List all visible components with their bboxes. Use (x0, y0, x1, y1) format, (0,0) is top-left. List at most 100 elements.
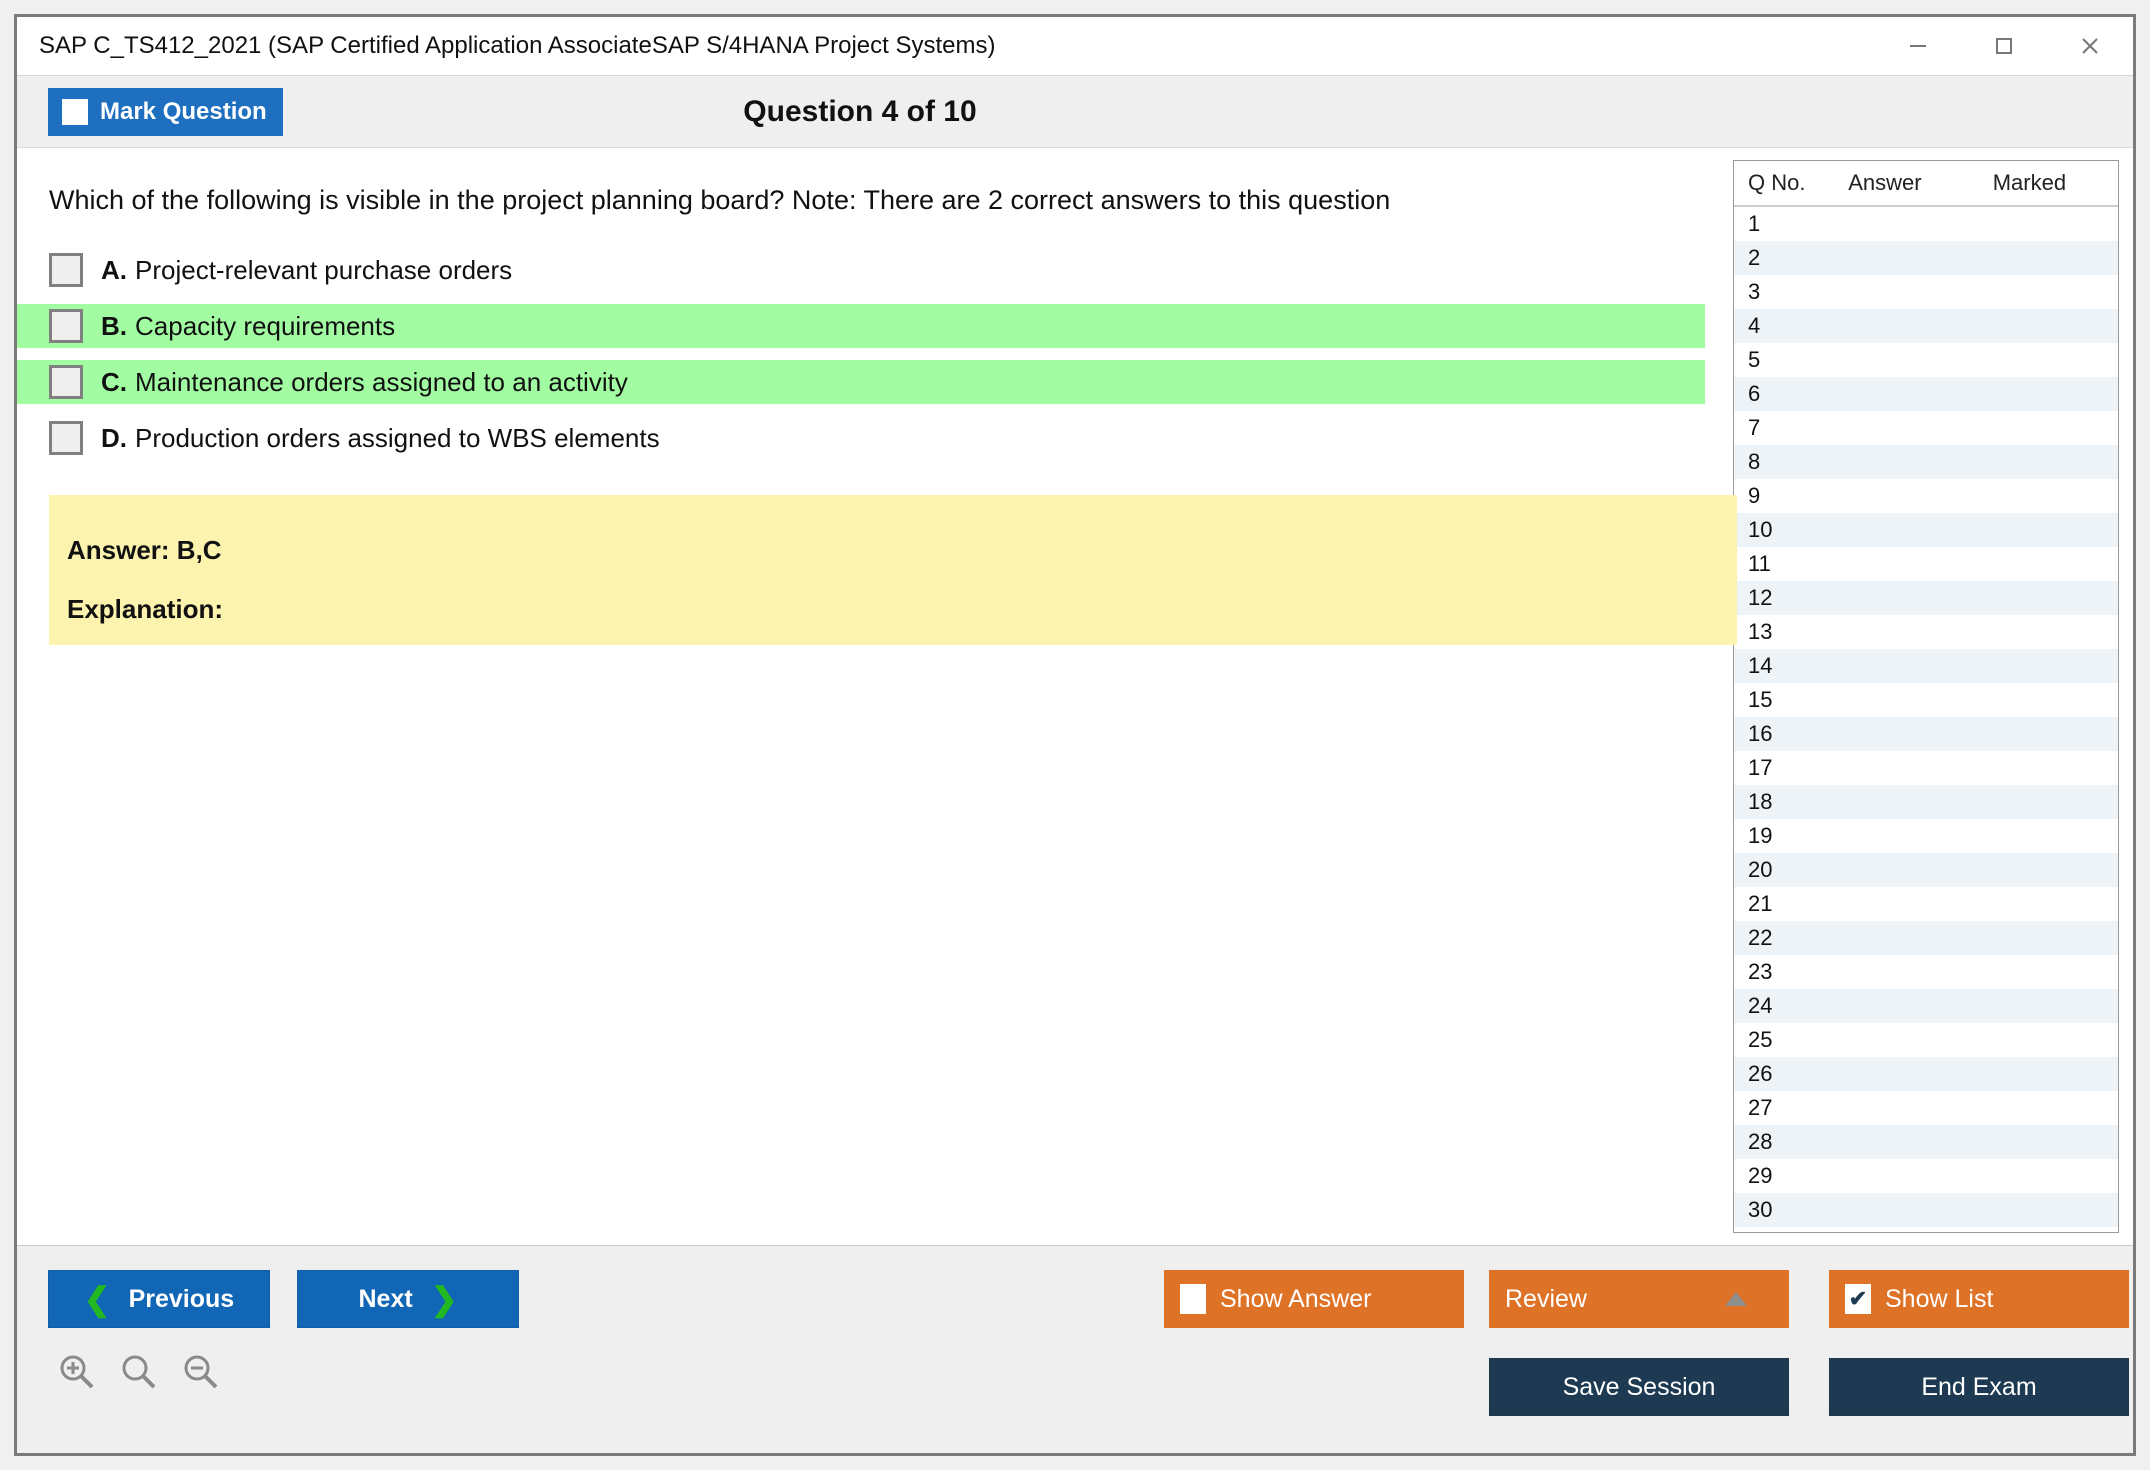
row-question-number: 29 (1748, 1163, 1773, 1188)
row-question-number: 16 (1748, 721, 1773, 746)
next-button[interactable]: Next ❯ (297, 1270, 519, 1328)
row-question-number: 27 (1748, 1095, 1773, 1120)
question-list-row[interactable]: 16 (1734, 717, 2118, 751)
mark-question-label: Mark Question (100, 97, 267, 125)
option-checkbox-c[interactable] (49, 365, 83, 400)
answer-explanation-box: Answer: B,C Explanation: (49, 495, 1737, 646)
question-list-rows: 1 2 3 4 5 6 7 8 9 10 11 12 13 14 15 16 17 18 19 20 21 22 23 24 2… (1734, 207, 2118, 1232)
row-question-number: 18 (1748, 789, 1773, 814)
previous-button[interactable]: ❮ Previous (48, 1270, 270, 1328)
window-controls (1875, 17, 2133, 75)
save-session-label: Save Session (1562, 1372, 1716, 1401)
question-list-row[interactable]: 28 (1734, 1125, 2118, 1159)
option-letter-d: D. (101, 422, 127, 453)
mark-question-button[interactable]: Mark Question (48, 87, 283, 136)
option-text-d: Production orders assigned to WBS elemen… (135, 422, 660, 453)
review-dropdown[interactable]: Review (1489, 1270, 1789, 1328)
footer-toolbar: ❮ Previous Next ❯ Show Answer Review ✔ S… (17, 1245, 2133, 1453)
question-list-row[interactable]: 18 (1734, 785, 2118, 819)
row-question-number: 12 (1748, 585, 1773, 610)
save-session-button[interactable]: Save Session (1489, 1358, 1789, 1416)
row-question-number: 19 (1748, 823, 1773, 848)
question-list-row[interactable]: 23 (1734, 955, 2118, 989)
question-list-row[interactable]: 29 (1734, 1159, 2118, 1193)
previous-label: Previous (128, 1284, 235, 1313)
show-list-button[interactable]: ✔ Show List (1829, 1270, 2129, 1328)
exam-window: SAP C_TS412_2021 (SAP Certified Applicat… (14, 14, 2136, 1456)
mark-question-checkbox[interactable] (62, 98, 88, 125)
question-text: Which of the following is visible in the… (49, 185, 1391, 215)
zoom-in-icon[interactable] (57, 1352, 97, 1397)
show-answer-button[interactable]: Show Answer (1164, 1270, 1464, 1328)
show-list-label: Show List (1885, 1284, 1994, 1313)
next-label: Next (358, 1284, 413, 1313)
question-list-panel: Q No. Answer Marked 1 2 3 4 5 6 7 8 9 10 11 12 13 14 1… (1733, 160, 2119, 1233)
question-list-row[interactable]: 25 (1734, 1023, 2118, 1057)
zoom-toolbar (57, 1352, 221, 1397)
question-list-row[interactable]: 7 (1734, 411, 2118, 445)
question-list-row[interactable]: 6 (1734, 377, 2118, 411)
question-list-row[interactable]: 14 (1734, 649, 2118, 683)
question-list-row[interactable]: 30 (1734, 1193, 2118, 1227)
question-list-row[interactable]: 21 (1734, 887, 2118, 921)
row-question-number: 26 (1748, 1061, 1773, 1086)
question-list-row[interactable]: 19 (1734, 819, 2118, 853)
question-list-row[interactable]: 26 (1734, 1057, 2118, 1091)
question-list-row[interactable]: 8 (1734, 445, 2118, 479)
question-list-body: 1 2 3 4 5 6 7 8 9 10 11 12 13 14 15 16 17 18 19 20 21 22 23 24 2… (1734, 207, 2118, 1232)
question-list-row[interactable]: 27 (1734, 1091, 2118, 1125)
question-counter: Question 4 of 10 (743, 94, 977, 128)
option-letter-c: C. (101, 366, 127, 397)
answer-options-list: A. Project-relevant purchase orders B. C… (17, 248, 1733, 460)
show-answer-checkbox[interactable] (1180, 1284, 1206, 1314)
option-text-a: Project-relevant purchase orders (135, 254, 513, 285)
option-text-c: Maintenance orders assigned to an activi… (135, 366, 628, 397)
question-list-row[interactable]: 20 (1734, 853, 2118, 887)
option-checkbox-d[interactable] (49, 421, 83, 456)
question-list-row[interactable]: 4 (1734, 309, 2118, 343)
show-list-checkbox[interactable]: ✔ (1845, 1284, 1871, 1314)
zoom-out-icon[interactable] (181, 1352, 221, 1397)
question-list-row[interactable]: 3 (1734, 275, 2118, 309)
row-question-number: 4 (1748, 313, 1761, 338)
row-question-number: 21 (1748, 891, 1773, 916)
question-list-row[interactable]: 9 (1734, 479, 2118, 513)
option-checkbox-a[interactable] (49, 253, 83, 288)
row-question-number: 14 (1748, 653, 1773, 678)
row-question-number: 10 (1748, 517, 1773, 542)
option-row-b[interactable]: B. Capacity requirements (17, 304, 1705, 349)
option-row-d[interactable]: D. Production orders assigned to WBS ele… (17, 416, 1705, 460)
maximize-icon[interactable] (1961, 17, 2047, 75)
chevron-right-icon: ❯ (430, 1281, 458, 1317)
option-letter-a: A. (101, 254, 127, 285)
row-question-number: 2 (1748, 245, 1761, 270)
row-question-number: 6 (1748, 381, 1761, 406)
column-header-marked: Marked (1992, 170, 2067, 195)
option-row-c[interactable]: C. Maintenance orders assigned to an act… (17, 360, 1705, 405)
question-list-row[interactable]: 24 (1734, 989, 2118, 1023)
question-list-row[interactable]: 2 (1734, 241, 2118, 275)
zoom-icon[interactable] (119, 1352, 159, 1397)
question-list-row[interactable]: 13 (1734, 615, 2118, 649)
option-letter-b: B. (101, 310, 127, 341)
row-question-number: 22 (1748, 925, 1773, 950)
column-header-qno: Q No. (1748, 170, 1806, 195)
column-header-answer: Answer (1848, 170, 1922, 195)
question-list-row[interactable]: 17 (1734, 751, 2118, 785)
end-exam-button[interactable]: End Exam (1829, 1358, 2129, 1416)
question-list-row[interactable]: 10 (1734, 513, 2118, 547)
title-bar: SAP C_TS412_2021 (SAP Certified Applicat… (17, 17, 2133, 75)
question-list-row[interactable]: 12 (1734, 581, 2118, 615)
close-icon[interactable] (2047, 17, 2133, 75)
question-list-row[interactable]: 1 (1734, 207, 2118, 241)
option-row-a[interactable]: A. Project-relevant purchase orders (17, 248, 1705, 292)
question-header-bar: Mark Question Question 4 of 10 (17, 75, 2133, 147)
question-list-row[interactable]: 11 (1734, 547, 2118, 581)
question-list-row[interactable]: 15 (1734, 683, 2118, 717)
option-checkbox-b[interactable] (49, 309, 83, 344)
question-list-row[interactable]: 5 (1734, 343, 2118, 377)
row-question-number: 17 (1748, 755, 1773, 780)
minimize-icon[interactable] (1875, 17, 1961, 75)
question-list-row[interactable]: 22 (1734, 921, 2118, 955)
row-question-number: 13 (1748, 619, 1773, 644)
